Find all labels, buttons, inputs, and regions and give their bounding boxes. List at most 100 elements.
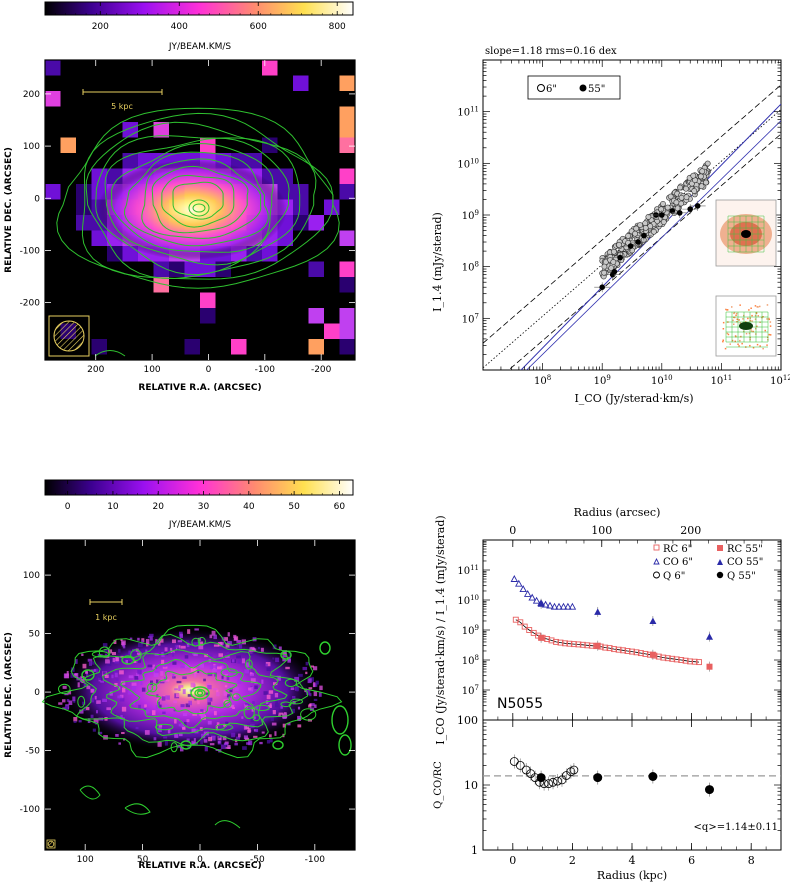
map-c-speckle-dot — [81, 679, 85, 684]
map-c-ytick-2: 0 — [34, 688, 40, 698]
map-c-speckle-dot — [125, 660, 128, 665]
legend-d-co55-marker — [717, 559, 723, 565]
map-c-ylabel: RELATIVE DEC. (ARCSEC) — [4, 632, 14, 758]
map-c-speckle-dot — [217, 666, 222, 670]
co55-point — [537, 600, 545, 607]
map-c-contour — [243, 706, 255, 719]
map-c-speckle-dot — [208, 736, 212, 742]
map-c-speckle-dot — [307, 678, 312, 684]
map-a-xtick-4: -200 — [311, 365, 332, 375]
map-c-speckle-dot — [121, 640, 126, 645]
map-c-speckle-dot — [178, 723, 182, 727]
map-a-pixel — [262, 137, 278, 153]
map-c-xtick-3: -50 — [250, 855, 265, 865]
map-c-speckle-dot — [224, 685, 228, 688]
map-c-speckle-dot — [129, 637, 133, 640]
legend-d-co55: CO 55" — [727, 557, 763, 568]
map-c-speckle-dot — [96, 700, 101, 704]
map-c-speckle-dot — [64, 706, 68, 710]
map-c-speckle-dot — [112, 652, 116, 655]
map-c-contour — [272, 740, 284, 750]
map-c-speckle-dot — [123, 738, 125, 741]
map-c-speckle-dot — [131, 684, 136, 690]
map-c-speckle-dot — [134, 676, 139, 680]
map-c-contour — [190, 686, 210, 700]
map-c-speckle-dot — [152, 664, 155, 669]
map-c-xtick-4: -100 — [305, 855, 326, 865]
map-c-speckle-dot — [180, 722, 184, 728]
co6-point — [528, 593, 536, 601]
beam-a-icon — [53, 320, 85, 352]
line-fit-2 — [526, 120, 781, 370]
map-c-ytick-3: -50 — [25, 747, 40, 757]
map-c-speckle-dot — [252, 647, 255, 651]
map-c-xtick-0: 100 — [77, 855, 94, 865]
map-c-speckle-dot — [104, 674, 109, 678]
map-c-speckle-dot — [156, 639, 160, 645]
map-c-speckle-dot — [243, 735, 248, 740]
map-c-speckle-dot — [102, 643, 108, 647]
map-c-speckle-dot — [234, 742, 238, 746]
map-c-speckle-dot — [204, 653, 208, 658]
map-c-speckle-dot — [290, 708, 295, 713]
beam-c-icon — [47, 840, 55, 848]
map-c-speckle-dot — [223, 690, 228, 696]
map-a-pixel — [339, 184, 355, 200]
rc6-point — [579, 641, 586, 648]
map-c-speckle-dot — [114, 672, 118, 678]
map-c-speckle-dot — [253, 735, 258, 738]
co6-point — [546, 601, 554, 609]
map-c-speckle-dot — [164, 741, 168, 746]
map-c-speckle-dot — [278, 714, 281, 717]
map-c-speckle-dot — [78, 720, 82, 723]
map-c-contour — [290, 698, 304, 705]
map-c-speckle-dot — [128, 661, 131, 664]
legend-d-q6: Q 6" — [663, 571, 685, 582]
scatter-b-xtick-0: 108 — [534, 374, 551, 387]
legend-d-rc55: RC 55" — [727, 544, 763, 555]
rc6-point — [682, 657, 689, 664]
map-c-speckle — [58, 628, 323, 753]
map-c-speckle-dot — [194, 628, 199, 631]
point-55arcsec — [687, 206, 693, 212]
map-a-contour — [111, 142, 274, 253]
map-a-pixel — [293, 75, 309, 91]
q-mean-annotation: <q>=1.14±0.11 — [694, 822, 778, 833]
map-c-speckle-dot — [157, 701, 160, 707]
map-c-speckle-dot — [226, 694, 231, 698]
map-c-speckle-dot — [155, 639, 158, 644]
map-c-speckle-dot — [107, 662, 112, 666]
co55-point — [706, 633, 713, 640]
map-c-speckle-dot — [135, 726, 139, 730]
profile-top-xtick-0: 0 — [509, 524, 516, 537]
legend-d-co6-marker — [653, 557, 660, 565]
rc6-point — [611, 646, 618, 653]
profile-bottom-ytick-0: 1 — [471, 844, 478, 857]
map-c-speckle-dot — [212, 668, 217, 672]
map-c-speckle-dot — [314, 704, 317, 708]
map-c-speckle-dot — [245, 702, 250, 706]
point-6arcsec — [610, 259, 617, 265]
co6-point — [532, 596, 541, 604]
scatter-b-ytick-3: 1010 — [457, 157, 479, 170]
map-a-pixel — [339, 308, 355, 324]
map-c-speckle-dot — [265, 662, 271, 667]
profile-bottom-ytick-2: 100 — [457, 714, 478, 727]
colorbar-c-tick-6: 60 — [334, 502, 346, 512]
map-c-speckle-dot — [118, 742, 121, 745]
map-c-speckle-dot — [200, 709, 204, 714]
colorbar-a-tick-2: 600 — [250, 22, 267, 32]
map-c-speckle-dot — [198, 641, 204, 646]
map-c-speckle-dot — [220, 744, 226, 750]
map-c-speckle-dot — [86, 673, 89, 677]
map-c-contour — [130, 649, 142, 662]
map-a-pixel — [308, 215, 324, 231]
profile-bottom-xtick-0: 0 — [509, 854, 516, 867]
map-c-speckle-dot — [190, 682, 196, 688]
map-c-speckle-dot — [253, 716, 256, 720]
map-c-speckle-dot — [172, 674, 175, 678]
map-c-speckle-dot — [117, 695, 122, 699]
map-a-pixel — [339, 168, 355, 184]
